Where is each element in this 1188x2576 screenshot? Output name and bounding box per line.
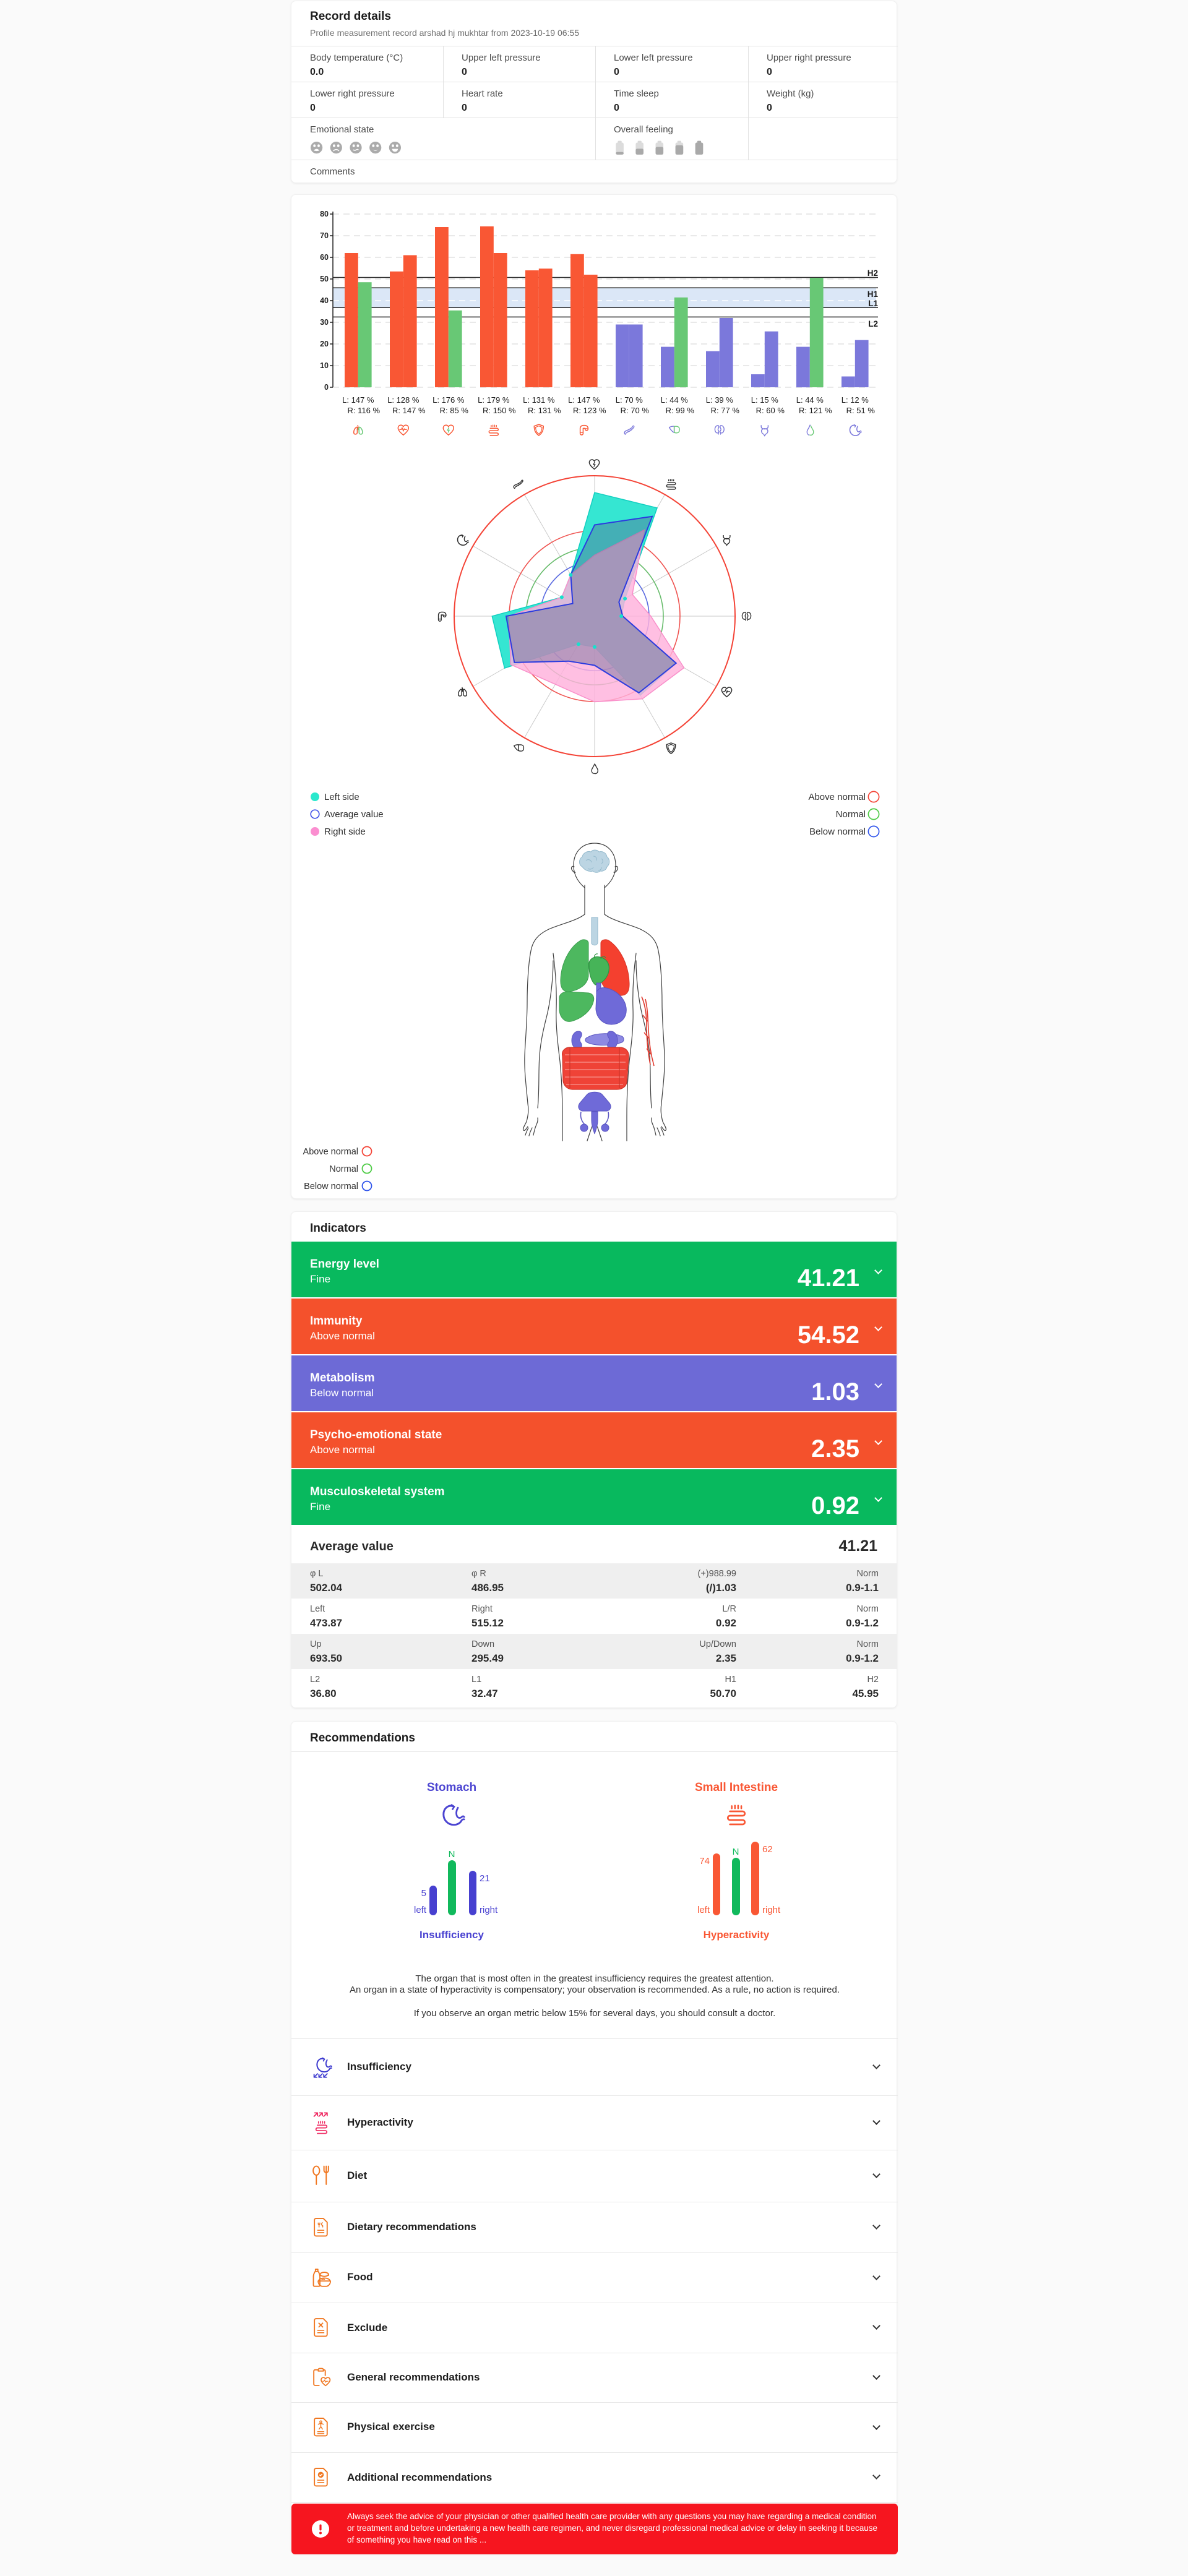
svg-text:L: 131 %: L: 131 % bbox=[523, 395, 555, 405]
svg-text:L: 179 %: L: 179 % bbox=[478, 395, 510, 405]
svg-text:10: 10 bbox=[320, 361, 329, 370]
svg-text:R: 85 %: R: 85 % bbox=[440, 406, 469, 415]
svg-text:40: 40 bbox=[320, 296, 329, 305]
svg-text:left: left bbox=[414, 1905, 427, 1915]
svg-text:0: 0 bbox=[324, 383, 329, 392]
svg-text:L: 12 %: L: 12 % bbox=[842, 395, 869, 405]
svg-text:L: 70 %: L: 70 % bbox=[616, 395, 644, 405]
svg-text:20: 20 bbox=[320, 340, 329, 348]
svg-text:Below normal: Below normal bbox=[809, 826, 866, 837]
svg-text:80: 80 bbox=[320, 210, 329, 218]
svg-text:R: 60 %: R: 60 % bbox=[756, 406, 785, 415]
svg-text:60: 60 bbox=[320, 253, 329, 262]
svg-text:Above normal: Above normal bbox=[303, 1147, 358, 1157]
svg-text:L: 128 %: L: 128 % bbox=[387, 395, 420, 405]
svg-text:L: 39 %: L: 39 % bbox=[706, 395, 734, 405]
svg-text:right: right bbox=[762, 1905, 781, 1915]
svg-text:Below normal: Below normal bbox=[304, 1182, 358, 1191]
svg-text:70: 70 bbox=[320, 231, 329, 240]
svg-text:30: 30 bbox=[320, 318, 329, 327]
svg-text:left: left bbox=[697, 1905, 710, 1915]
svg-text:21: 21 bbox=[480, 1873, 490, 1884]
svg-text:R: 77 %: R: 77 % bbox=[711, 406, 740, 415]
svg-text:R: 123 %: R: 123 % bbox=[573, 406, 606, 415]
svg-text:R: 150 %: R: 150 % bbox=[483, 406, 516, 415]
svg-text:L2: L2 bbox=[868, 319, 878, 328]
svg-text:L: 44 %: L: 44 % bbox=[661, 395, 689, 405]
svg-text:R: 147 %: R: 147 % bbox=[392, 406, 426, 415]
svg-text:Right side: Right side bbox=[324, 826, 366, 837]
svg-text:L: 44 %: L: 44 % bbox=[796, 395, 824, 405]
svg-text:50: 50 bbox=[320, 275, 329, 283]
svg-text:N: N bbox=[449, 1849, 455, 1860]
svg-text:R: 121 %: R: 121 % bbox=[799, 406, 832, 415]
svg-text:L: 176 %: L: 176 % bbox=[433, 395, 465, 405]
svg-text:62: 62 bbox=[762, 1844, 773, 1855]
svg-text:right: right bbox=[480, 1905, 498, 1915]
svg-text:L1: L1 bbox=[868, 299, 878, 308]
svg-text:Average value: Average value bbox=[324, 809, 384, 820]
svg-text:L: 147 %: L: 147 % bbox=[342, 395, 374, 405]
svg-text:R: 51 %: R: 51 % bbox=[846, 406, 876, 415]
svg-text:5: 5 bbox=[421, 1888, 426, 1899]
svg-text:74: 74 bbox=[699, 1856, 710, 1866]
svg-text:Normal: Normal bbox=[836, 809, 866, 820]
svg-text:Normal: Normal bbox=[329, 1164, 358, 1174]
svg-text:H1: H1 bbox=[867, 290, 879, 299]
svg-text:L: 147 %: L: 147 % bbox=[568, 395, 600, 405]
svg-text:Above normal: Above normal bbox=[808, 792, 866, 802]
svg-text:R: 131 %: R: 131 % bbox=[528, 406, 561, 415]
svg-text:L: 15 %: L: 15 % bbox=[751, 395, 779, 405]
svg-text:R: 70 %: R: 70 % bbox=[621, 406, 650, 415]
svg-text:Left side: Left side bbox=[324, 792, 359, 802]
svg-text:R: 116 %: R: 116 % bbox=[348, 406, 381, 415]
svg-text:R: 99 %: R: 99 % bbox=[666, 406, 695, 415]
svg-text:N: N bbox=[733, 1847, 739, 1857]
svg-text:H2: H2 bbox=[867, 268, 878, 278]
